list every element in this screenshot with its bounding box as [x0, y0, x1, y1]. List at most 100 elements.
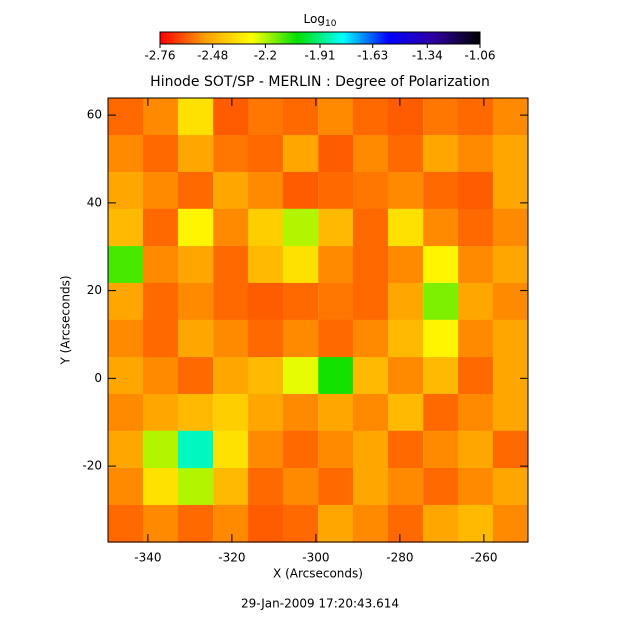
heatmap-cell	[177, 430, 214, 469]
colorbar-tick-label: -1.06	[464, 49, 495, 63]
heatmap-cell	[492, 430, 529, 469]
colorbar-label: Log10	[304, 12, 337, 29]
heatmap-cell	[458, 208, 494, 247]
heatmap-cell	[282, 97, 319, 136]
heatmap-cell	[353, 246, 389, 284]
heatmap-cell	[108, 97, 144, 136]
heatmap-cell	[458, 171, 494, 210]
heatmap-cell	[143, 319, 179, 358]
heatmap-cell	[143, 97, 179, 136]
heatmap-cell	[143, 208, 179, 247]
heatmap-cell	[458, 246, 494, 284]
heatmap-cell	[213, 430, 249, 469]
heatmap-cell	[458, 97, 494, 136]
heatmap-cell	[318, 319, 354, 358]
heatmap-cell	[353, 357, 389, 395]
heatmap-cell	[353, 282, 389, 321]
heatmap-cell	[248, 97, 284, 136]
chart-title: Hinode SOT/SP - MERLIN : Degree of Polar…	[150, 74, 490, 90]
heatmap-cell	[213, 468, 249, 506]
heatmap-cell	[318, 135, 354, 173]
colorbar-tick-label: -1.63	[357, 49, 388, 63]
heatmap-cell	[108, 430, 144, 469]
heatmap-cell	[248, 282, 284, 321]
heatmap-cell	[423, 319, 459, 358]
heatmap-cell	[248, 135, 284, 173]
heatmap-cell	[458, 430, 494, 469]
heatmap-cell	[387, 357, 424, 395]
heatmap-cell	[492, 208, 529, 247]
heatmap-cell	[387, 208, 424, 247]
heatmap-cell	[282, 246, 319, 284]
heatmap-cell	[108, 246, 144, 284]
heatmap-cell	[318, 208, 354, 247]
heatmap-cell	[143, 468, 179, 506]
heatmap-cell	[177, 504, 214, 543]
heatmap-cell	[318, 282, 354, 321]
heatmap-cell	[423, 430, 459, 469]
heatmap-cell	[492, 468, 529, 506]
heatmap-cell	[248, 319, 284, 358]
heatmap-cell	[353, 135, 389, 173]
heatmap-cell	[318, 246, 354, 284]
heatmap-cell	[177, 135, 214, 173]
heatmap-cell	[282, 135, 319, 173]
heatmap-cell	[143, 504, 179, 543]
heatmap-cell	[213, 282, 249, 321]
y-tick-label: 40	[87, 195, 102, 209]
heatmap-cell	[213, 208, 249, 247]
heatmap-cell	[353, 504, 389, 543]
heatmap-cell	[177, 357, 214, 395]
y-tick-label: -20	[82, 459, 102, 473]
heatmap-cell	[387, 135, 424, 173]
heatmap-cell	[423, 393, 459, 432]
heatmap-cell	[177, 208, 214, 247]
heatmap-cell	[282, 319, 319, 358]
heatmap-cell	[282, 393, 319, 432]
heatmap-cell	[318, 430, 354, 469]
heatmap-cell	[108, 504, 144, 543]
heatmap-cell	[318, 97, 354, 136]
heatmap-cell	[213, 357, 249, 395]
heatmap-cell	[143, 171, 179, 210]
heatmap-cell	[177, 171, 214, 210]
heatmap-cell	[492, 135, 529, 173]
heatmap-cell	[177, 282, 214, 321]
colorbar-tick-label: -1.34	[412, 49, 443, 63]
heatmap-cell	[423, 171, 459, 210]
heatmap-cell	[177, 246, 214, 284]
heatmap-cell	[213, 246, 249, 284]
heatmap-cell	[387, 393, 424, 432]
colorbar-label-base: Log	[304, 12, 325, 26]
heatmap-cell	[387, 468, 424, 506]
heatmap-cell	[458, 357, 494, 395]
colorbar-tick-label: -2.48	[197, 49, 228, 63]
heatmap-cell	[492, 97, 529, 136]
heatmap-cell	[458, 135, 494, 173]
heatmap-cell	[143, 282, 179, 321]
heatmap-cell	[108, 135, 144, 173]
heatmap-cell	[282, 208, 319, 247]
heatmap-cell	[492, 282, 529, 321]
heatmap-cell	[387, 171, 424, 210]
heatmap-cell	[213, 97, 249, 136]
colorbar-label-sub: 10	[325, 19, 337, 29]
heatmap-cell	[143, 430, 179, 469]
heatmap-cell	[318, 504, 354, 543]
heatmap-cell	[282, 468, 319, 506]
heatmap-cell	[143, 246, 179, 284]
heatmap-cell	[108, 393, 144, 432]
heatmap-cell	[353, 319, 389, 358]
footer: 29-Jan-2009 17:20:43.614	[241, 597, 399, 611]
heatmap-cell	[248, 468, 284, 506]
x-axis-title: X (Arcseconds)	[273, 567, 363, 581]
heatmap-cell	[282, 504, 319, 543]
heatmap-cell	[248, 393, 284, 432]
heatmap-cell	[353, 208, 389, 247]
heatmap-cell	[353, 468, 389, 506]
heatmap-cell	[177, 97, 214, 136]
heatmap-cell	[353, 171, 389, 210]
heatmap-cell	[177, 468, 214, 506]
heatmap-cell	[423, 246, 459, 284]
